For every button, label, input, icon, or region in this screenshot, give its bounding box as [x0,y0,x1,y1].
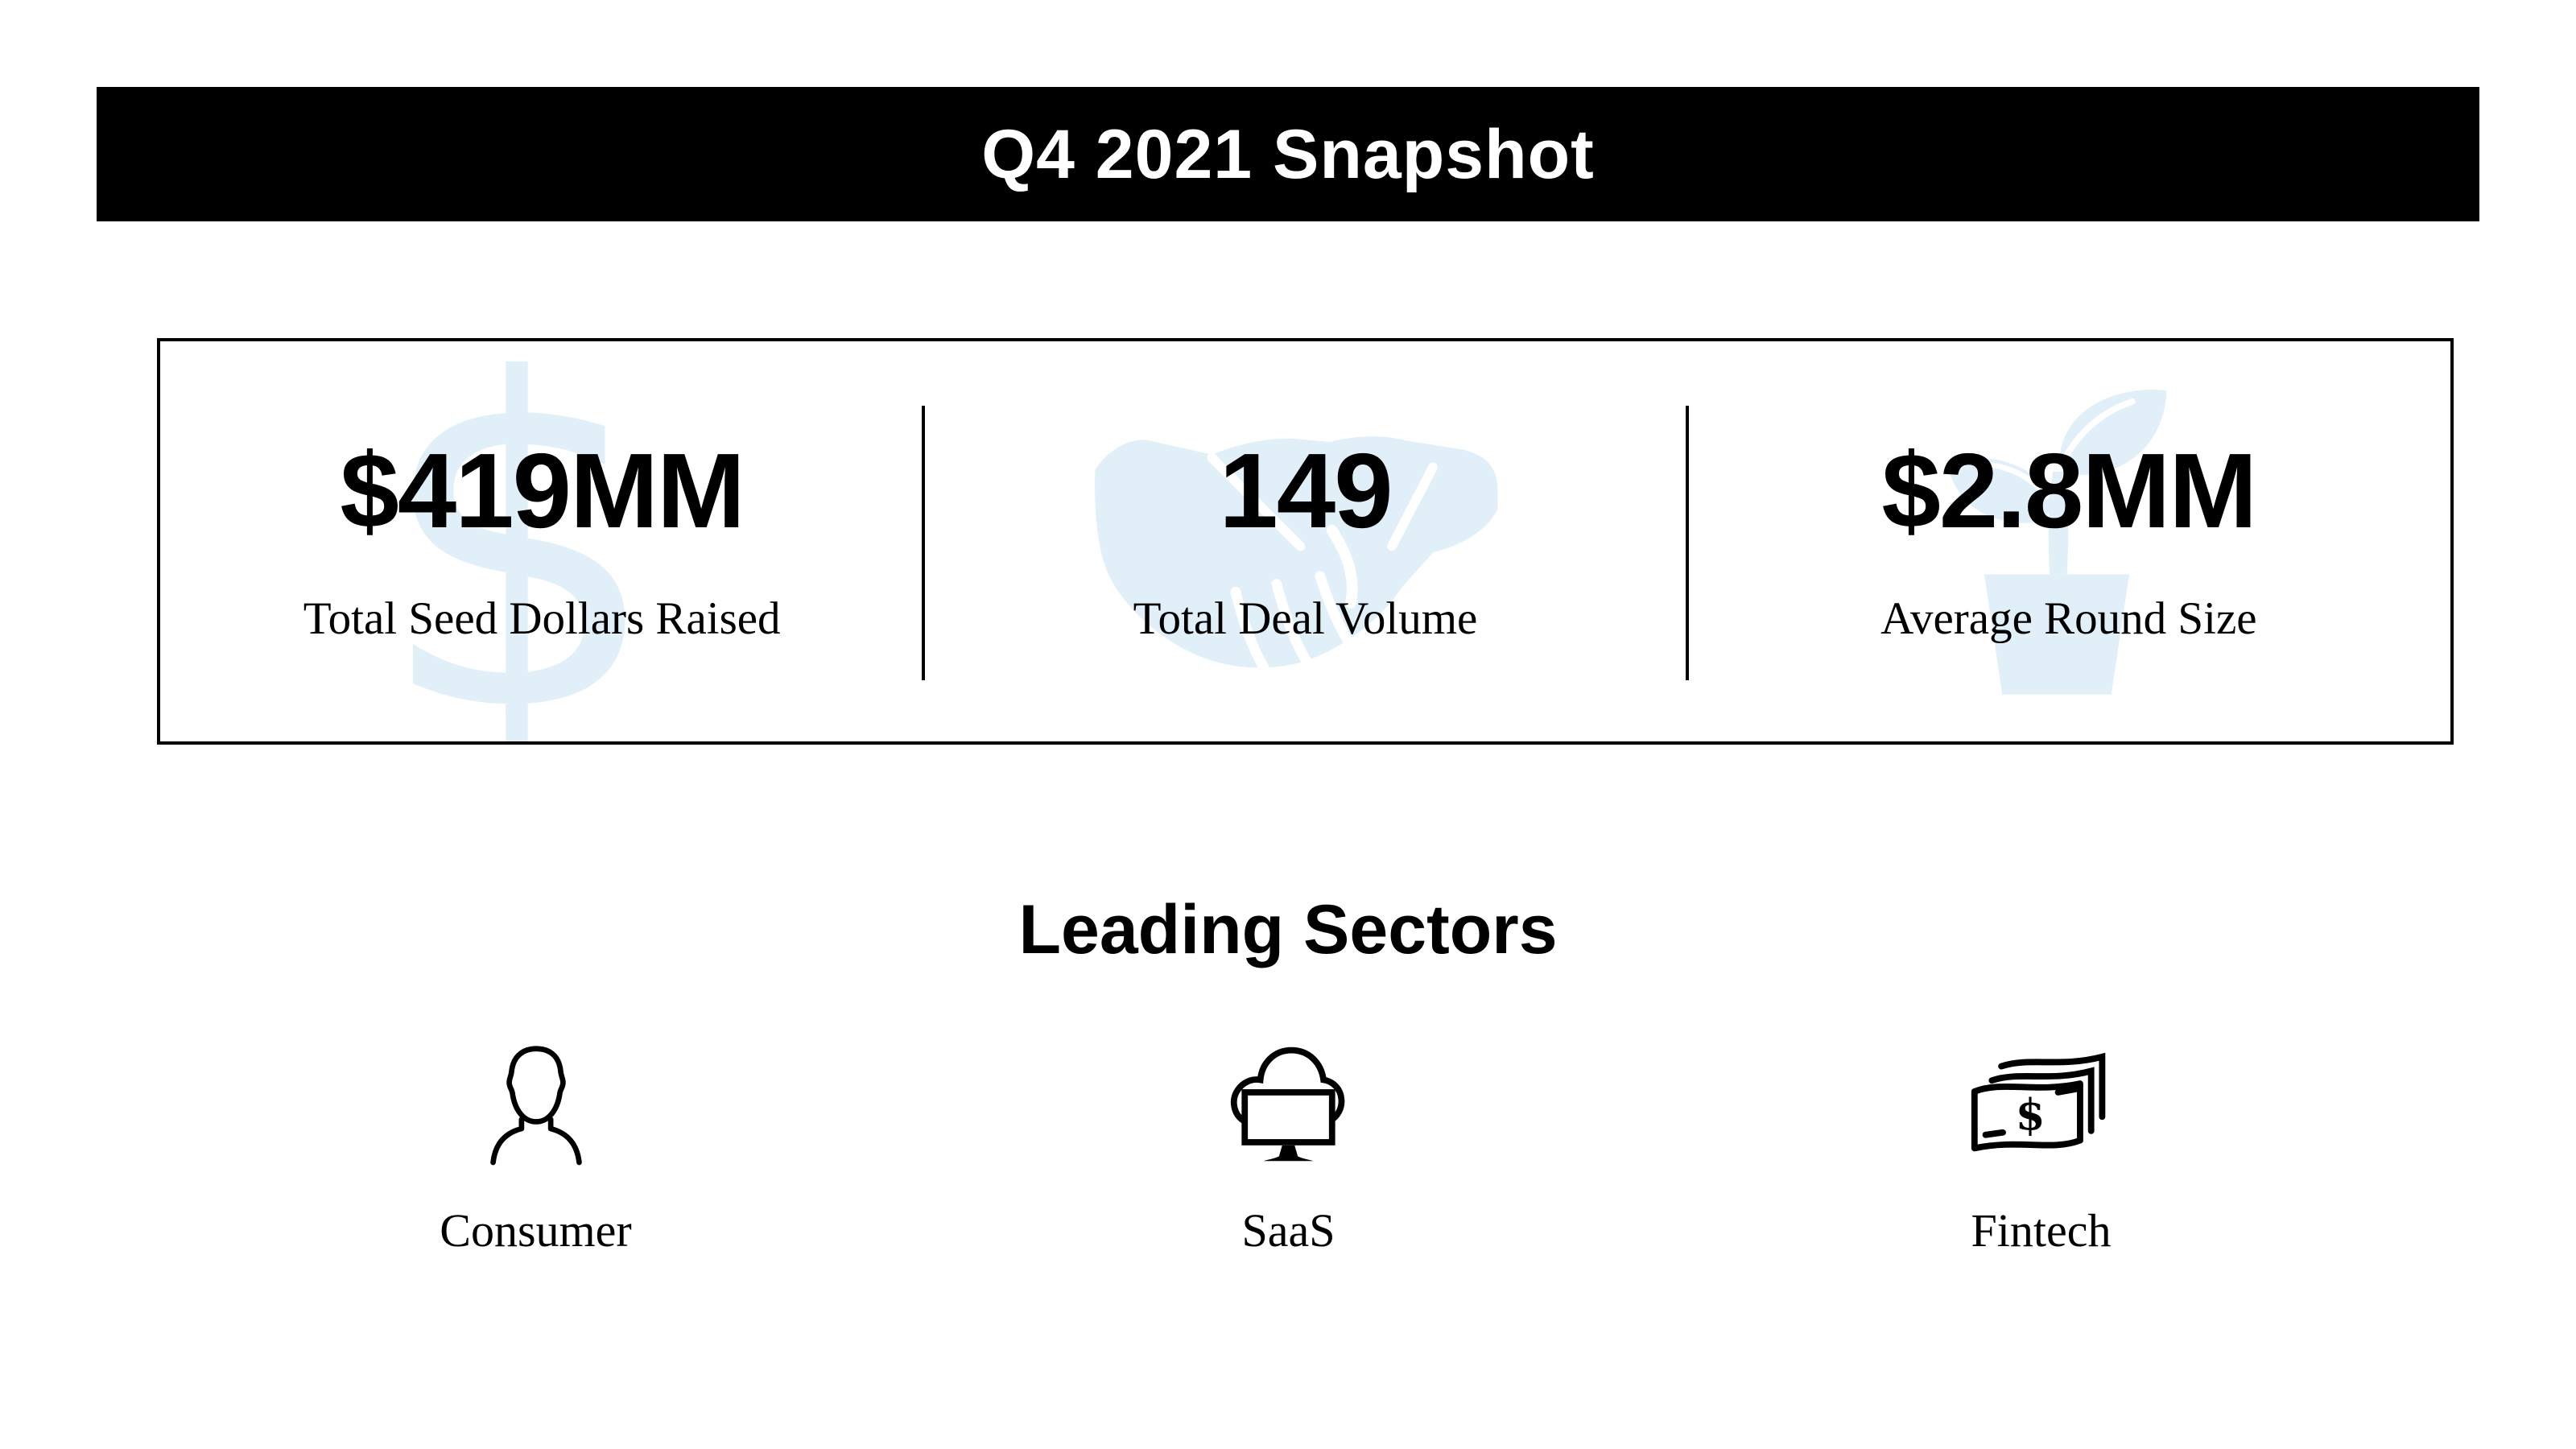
stat-value: $2.8MM [1881,431,2257,550]
money-bills-icon: $ [1971,1052,2105,1152]
sector-icon-box: $ [1967,1037,2116,1166]
sector-label: Consumer [440,1204,632,1257]
stat-label: Average Round Size [1880,592,2257,644]
stat-divider [922,406,926,680]
page-title: Q4 2021 Snapshot [981,115,1595,193]
stat-card-total-deal-volume: 149 Total Deal Volume [923,341,1686,741]
stat-value: 149 [1219,431,1393,550]
sector-label: Fintech [1971,1204,2112,1257]
sector-item-saas: SaaS [912,1037,1665,1254]
stat-card-total-seed-dollars: $ $419MM Total Seed Dollars Raised [160,341,923,741]
sector-icon-box [485,1037,587,1166]
cloud-monitor-icon [1230,1046,1345,1162]
stats-panel: $ $419MM Total Seed Dollars Raised 149 T… [157,338,2454,745]
sector-item-consumer: Consumer [159,1037,912,1254]
sectors-row: Consumer SaaS $ [159,1037,2417,1254]
svg-text:$: $ [2015,1090,2045,1140]
sector-icon-box [1226,1037,1351,1166]
stat-divider [1685,406,1689,680]
stat-value: $419MM [340,431,745,550]
sectors-title: Leading Sectors [1018,891,1558,968]
sector-label: SaaS [1241,1204,1335,1257]
sector-item-fintech: $ Fintech [1665,1037,2417,1254]
stat-label: Total Deal Volume [1133,592,1478,644]
stat-label: Total Seed Dollars Raised [303,592,781,644]
header-bar: Q4 2021 Snapshot [97,87,2479,221]
person-icon [489,1046,582,1166]
stat-card-average-round-size: $2.8MM Average Round Size [1687,341,2450,741]
